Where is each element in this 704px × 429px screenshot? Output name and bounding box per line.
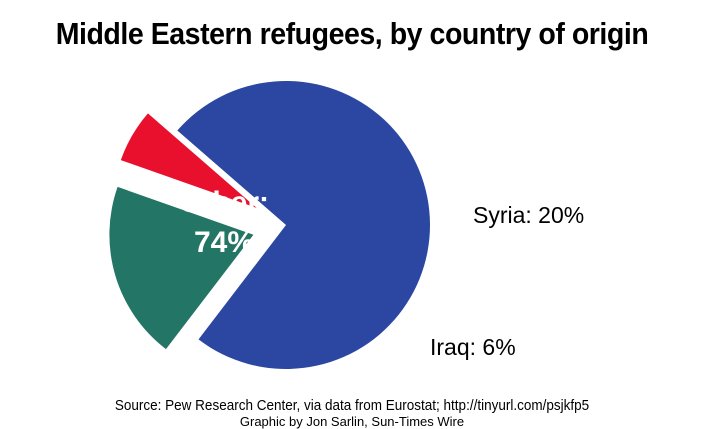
pie-slice-syria (109, 186, 254, 350)
slice-value-other: 74% (194, 226, 254, 259)
slice-label-iraq: Iraq: 6% (430, 334, 516, 360)
slice-label-syria: Syria: 20% (473, 202, 584, 228)
chart-title: Middle Eastern refugees, by country of o… (55, 16, 649, 51)
pie-slice-iraq (120, 113, 257, 208)
slice-label-other: Other: (179, 186, 269, 219)
source-note: Source: Pew Research Center, via data fr… (114, 397, 590, 414)
pie-slice-other (177, 80, 431, 369)
